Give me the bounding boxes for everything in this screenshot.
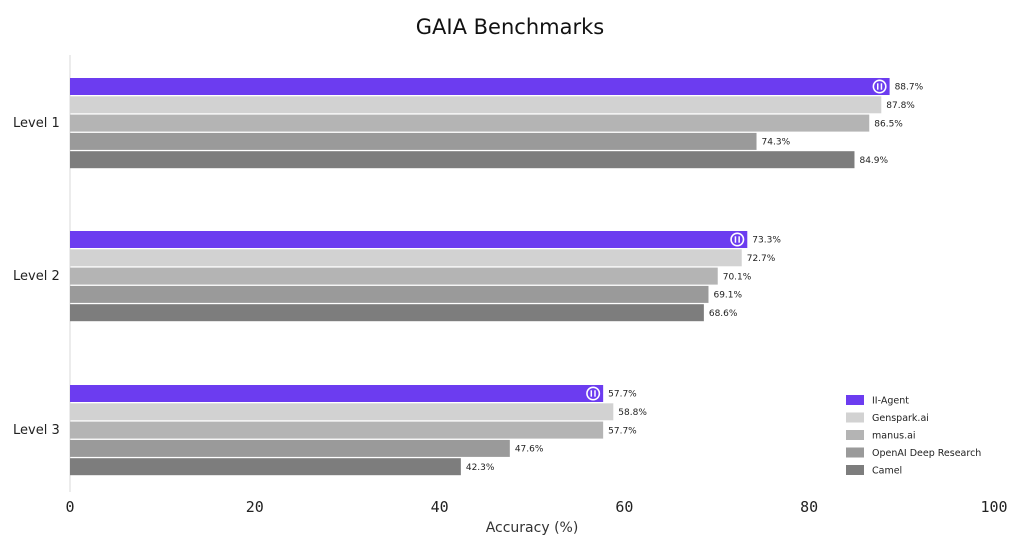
x-tick-label: 60 bbox=[615, 498, 633, 516]
x-axis-ticks: 0 20 40 60 80 100 bbox=[65, 498, 1007, 516]
category-label: Level 1 bbox=[13, 116, 60, 131]
bar-manus-ai bbox=[70, 267, 718, 285]
legend-swatch bbox=[846, 412, 864, 423]
data-label: 69.1% bbox=[713, 291, 742, 301]
x-tick-label: 40 bbox=[431, 498, 449, 516]
ii-agent-logo-icon bbox=[586, 386, 601, 401]
legend-swatch bbox=[846, 395, 864, 405]
x-tick-label: 20 bbox=[246, 498, 264, 516]
data-label: 84.9% bbox=[859, 156, 888, 166]
data-label: 42.3% bbox=[466, 463, 495, 473]
legend: II-Agent Genspark.ai manus.ai OpenAI Deep R… bbox=[846, 395, 981, 477]
data-label: 70.1% bbox=[723, 272, 752, 282]
data-label: 57.7% bbox=[608, 390, 637, 400]
legend-label: Camel bbox=[872, 466, 902, 477]
ii-agent-logo-icon bbox=[730, 232, 745, 247]
legend-label: OpenAI Deep Research bbox=[872, 448, 981, 459]
bar-openai-deep-research bbox=[70, 132, 757, 150]
category-labels: Level 1 Level 2 Level 3 bbox=[13, 116, 60, 438]
bar-camel bbox=[70, 304, 704, 322]
legend-swatch bbox=[846, 465, 864, 475]
x-tick-label: 0 bbox=[65, 498, 74, 516]
category-label: Level 3 bbox=[13, 423, 60, 438]
data-label: 68.6% bbox=[709, 309, 738, 319]
bar-ii-agent bbox=[70, 78, 890, 95]
x-tick-label: 100 bbox=[980, 498, 1007, 516]
bar-genspark-ai bbox=[70, 249, 742, 267]
data-label: 72.7% bbox=[747, 254, 776, 264]
legend-label: Genspark.ai bbox=[872, 413, 929, 424]
data-label: 88.7% bbox=[895, 83, 924, 93]
legend-label: manus.ai bbox=[872, 431, 916, 442]
chart-title: GAIA Benchmarks bbox=[416, 15, 604, 39]
data-label: 73.3% bbox=[752, 236, 781, 246]
data-label: 58.8% bbox=[618, 408, 647, 418]
data-label: 74.3% bbox=[762, 138, 791, 148]
data-label: 57.7% bbox=[608, 426, 637, 436]
x-axis-label: Accuracy (%) bbox=[486, 520, 579, 536]
legend-swatch bbox=[846, 447, 864, 458]
bar-ii-agent bbox=[70, 231, 748, 248]
legend-label: II-Agent bbox=[872, 396, 909, 407]
bar-manus-ai bbox=[70, 114, 870, 132]
data-label: 86.5% bbox=[874, 119, 903, 129]
bar-camel bbox=[70, 151, 855, 169]
data-label: 87.8% bbox=[886, 101, 915, 111]
bar-ii-agent bbox=[70, 385, 604, 402]
x-tick-label: 80 bbox=[800, 498, 818, 516]
legend-swatch bbox=[846, 430, 864, 440]
bar-manus-ai bbox=[70, 421, 604, 439]
bar-openai-deep-research bbox=[70, 285, 709, 303]
bars-group: 88.7% 87.8% 86.5% 74.3% 84.9% 73.3% 72.7% 70.1%… bbox=[70, 78, 924, 476]
data-label: 47.6% bbox=[515, 445, 544, 455]
ii-agent-logo-icon bbox=[872, 79, 887, 94]
bar-genspark-ai bbox=[70, 403, 614, 421]
category-label: Level 2 bbox=[13, 269, 60, 284]
bar-genspark-ai bbox=[70, 96, 882, 114]
bar-camel bbox=[70, 458, 461, 476]
bar-openai-deep-research bbox=[70, 439, 510, 457]
